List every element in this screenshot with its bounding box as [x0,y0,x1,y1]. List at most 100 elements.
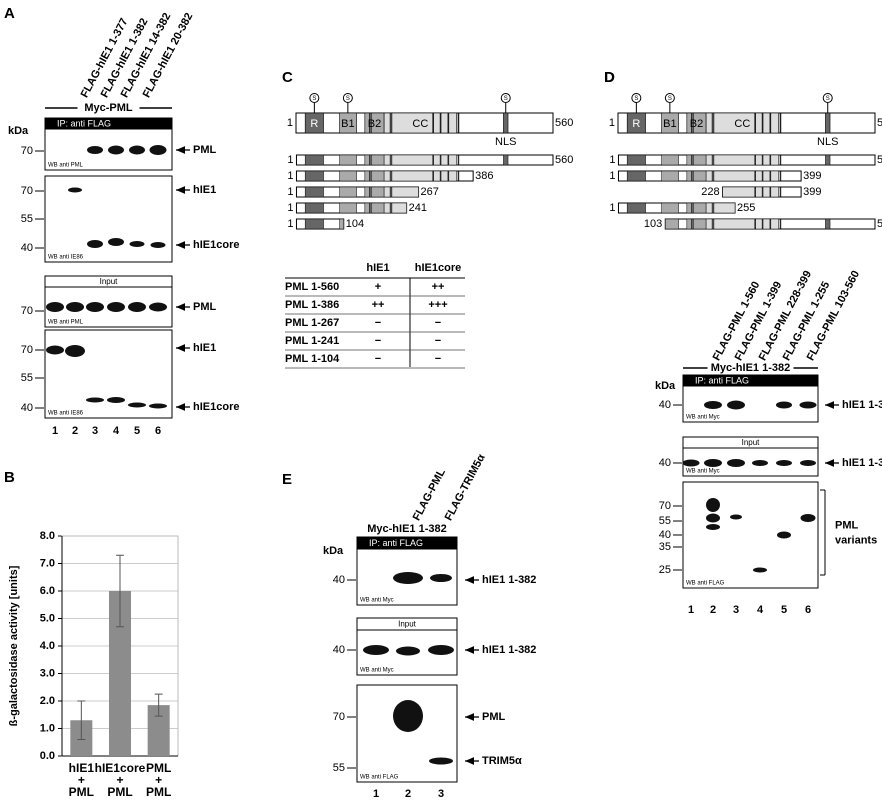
residue: 560 [877,117,882,129]
residue: 1 [287,154,293,166]
domain [339,154,357,166]
domain [389,154,393,166]
band [727,459,745,467]
y-tick-label: 2.0 [40,695,55,707]
marker-label: 55 [333,762,345,774]
band [129,145,145,155]
wb-label: WB anti Myc [686,469,720,475]
domain [339,202,357,214]
x-tick-label: hIE1core + PML [95,761,146,799]
domain [661,202,679,214]
table-cell: PML 1-560 [285,281,339,293]
band [107,397,125,403]
marker-label: 55 [21,372,33,384]
panel-label: B [4,469,15,486]
residue: 241 [409,202,427,214]
band [752,460,768,466]
sumo-label: S [668,96,672,102]
table-cell: ++ [432,281,445,293]
domain [339,186,357,198]
panel-label: D [604,69,615,86]
band [800,460,816,466]
unit-label: kDa [323,545,344,557]
sumo-site [342,93,353,103]
band [150,242,166,248]
domain [705,170,779,182]
band [704,401,722,409]
residue: 560 [877,154,882,166]
domain [626,202,646,214]
domain [503,154,509,166]
lane-number: 3 [92,425,98,437]
domain [691,170,694,182]
blot-header-text: Input [742,438,761,447]
group-label: Myc-PML [84,102,133,114]
residue: 103 [644,218,662,230]
blot [682,481,819,589]
y-tick-label: 5.0 [40,612,55,624]
lane-number: 3 [438,788,444,800]
domain [825,218,831,230]
residue: 399 [803,170,821,182]
sumo-site [309,93,320,103]
domain [686,170,707,182]
marker-label: 70 [659,500,671,512]
domain [754,186,756,198]
marker-label: 70 [21,305,33,317]
domain [769,154,772,166]
residue: 399 [803,186,821,198]
domain [754,154,756,166]
table-cell: − [435,353,441,365]
column-header: hIE1 [366,262,389,274]
domain [779,112,782,134]
domain [389,112,393,134]
band [363,645,389,655]
wb-label: WB anti PML [48,320,84,326]
band [706,513,720,523]
error-bar [116,554,124,628]
nls-label: NLS [495,136,516,148]
nls-label: NLS [817,136,838,148]
band-label: PML variants [835,519,877,546]
band [730,514,742,520]
residue: 255 [737,202,755,214]
residue: 1 [609,202,615,214]
domain [711,170,715,182]
sumo-site [500,93,511,103]
domain [769,186,772,198]
lane-number: 5 [134,425,140,437]
table-cell: − [375,335,381,347]
marker-label: 35 [659,541,671,553]
band-label: hIE1 1-382 [482,644,536,656]
domain [369,170,372,182]
band [87,240,103,248]
band [682,459,700,467]
bar [147,705,170,756]
sumo-site [664,93,675,103]
domain [779,154,782,166]
lane-number: 1 [373,788,379,800]
band [430,574,452,582]
domain [389,202,393,214]
domain [369,154,372,166]
band [86,302,104,312]
bar [109,591,131,756]
column-header: hIE1core [415,262,461,274]
marker-label: 70 [21,185,33,197]
residue: 1 [287,186,293,198]
residue: 1 [287,117,293,129]
residue: 104 [346,218,364,230]
band [149,302,167,312]
domain [761,154,764,166]
domain [711,112,715,134]
domain [383,186,419,198]
band [86,397,104,403]
band [706,524,720,530]
domain [705,112,779,134]
band [706,498,720,512]
band-label: hIE1 [193,184,216,196]
domain [665,218,679,230]
band-label: PML [193,301,217,313]
lane-number: 3 [733,604,739,616]
